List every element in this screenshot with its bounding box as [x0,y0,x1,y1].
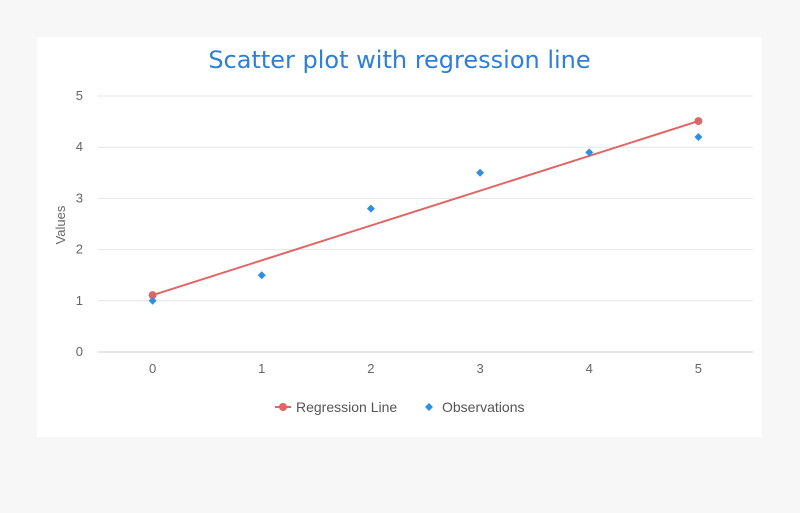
x-tick-label: 2 [367,361,374,376]
y-tick-label: 3 [76,190,83,205]
x-tick-label: 5 [695,361,702,376]
x-tick-label: 4 [586,361,593,376]
y-tick-label: 1 [76,293,83,308]
chart-title: Scatter plot with regression line [208,46,590,74]
legend-label: Observations [442,399,524,415]
legend: Regression Line Observations [275,399,524,415]
legend-item-regression-line: Regression Line [275,399,397,415]
regression-line [152,120,699,297]
x-axis-ticks: 0 1 2 3 4 5 [149,361,702,376]
observation-point [257,271,266,280]
chart-card: Scatter plot with regression line 0 1 2 3 4 5… [37,37,762,437]
regression-line-point [694,117,703,126]
y-tick-label: 5 [76,88,83,103]
series-layer [148,117,703,305]
x-tick-label: 1 [258,361,265,376]
y-tick-label: 2 [76,242,83,257]
legend-diamond-symbol [425,403,433,411]
x-tick-label: 0 [149,361,156,376]
observation-point [585,148,594,157]
x-tick-label: 3 [476,361,483,376]
observation-point [694,132,703,141]
observation-point [366,204,375,213]
legend-item-observations: Observations [425,399,524,415]
legend-circle-symbol [279,403,287,411]
y-tick-label: 4 [76,139,83,154]
observation-point [148,296,157,305]
y-axis-title: Values [53,205,68,244]
y-tick-label: 0 [76,344,83,359]
scatter-chart: Scatter plot with regression line 0 1 2 3 4 5… [53,46,753,415]
y-axis-ticks: 0 1 2 3 4 5 [76,88,83,359]
regression-line-point [148,291,157,300]
grid-lines [98,95,753,353]
legend-label: Regression Line [296,399,397,415]
observation-point [476,168,485,177]
